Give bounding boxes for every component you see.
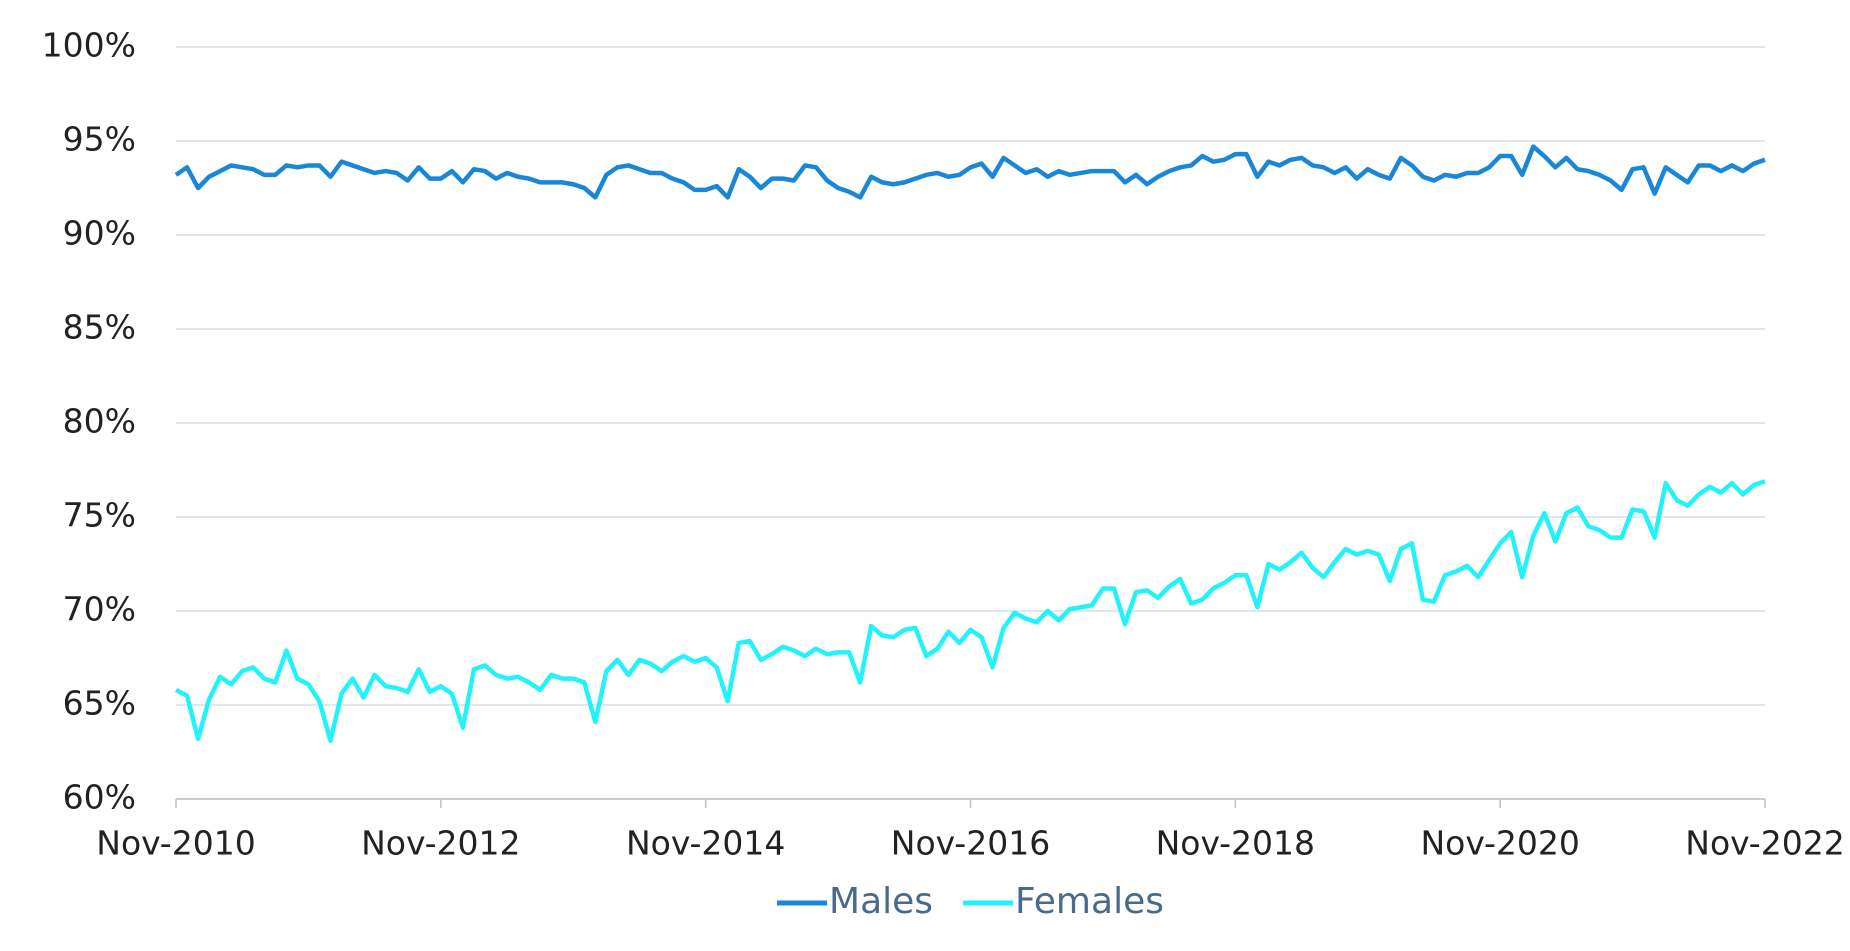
x-tick-label: Nov-2020 <box>1420 824 1579 863</box>
y-tick-label: 65% <box>63 684 136 723</box>
series-line <box>174 479 1766 743</box>
x-tick-label: Nov-2010 <box>96 824 255 863</box>
y-tick-label: 75% <box>63 496 136 535</box>
y-tick-label: 60% <box>63 778 136 817</box>
y-tick-label: 95% <box>63 120 136 159</box>
y-tick-label: 90% <box>63 214 136 253</box>
x-tick-label: Nov-2012 <box>361 824 520 863</box>
y-tick-label: 70% <box>63 590 136 629</box>
y-tick-label: 80% <box>63 402 136 441</box>
legend-label: Males <box>829 881 933 922</box>
y-tick-label: 85% <box>63 308 136 347</box>
y-tick-label: 100% <box>42 26 136 65</box>
x-tick-label: Nov-2016 <box>891 824 1050 863</box>
x-tick-label: Nov-2014 <box>626 824 785 863</box>
series-line <box>174 144 1766 200</box>
legend-label: Females <box>1015 881 1164 922</box>
x-tick-label: Nov-2018 <box>1156 824 1315 863</box>
x-tick-label: Nov-2022 <box>1685 824 1844 863</box>
